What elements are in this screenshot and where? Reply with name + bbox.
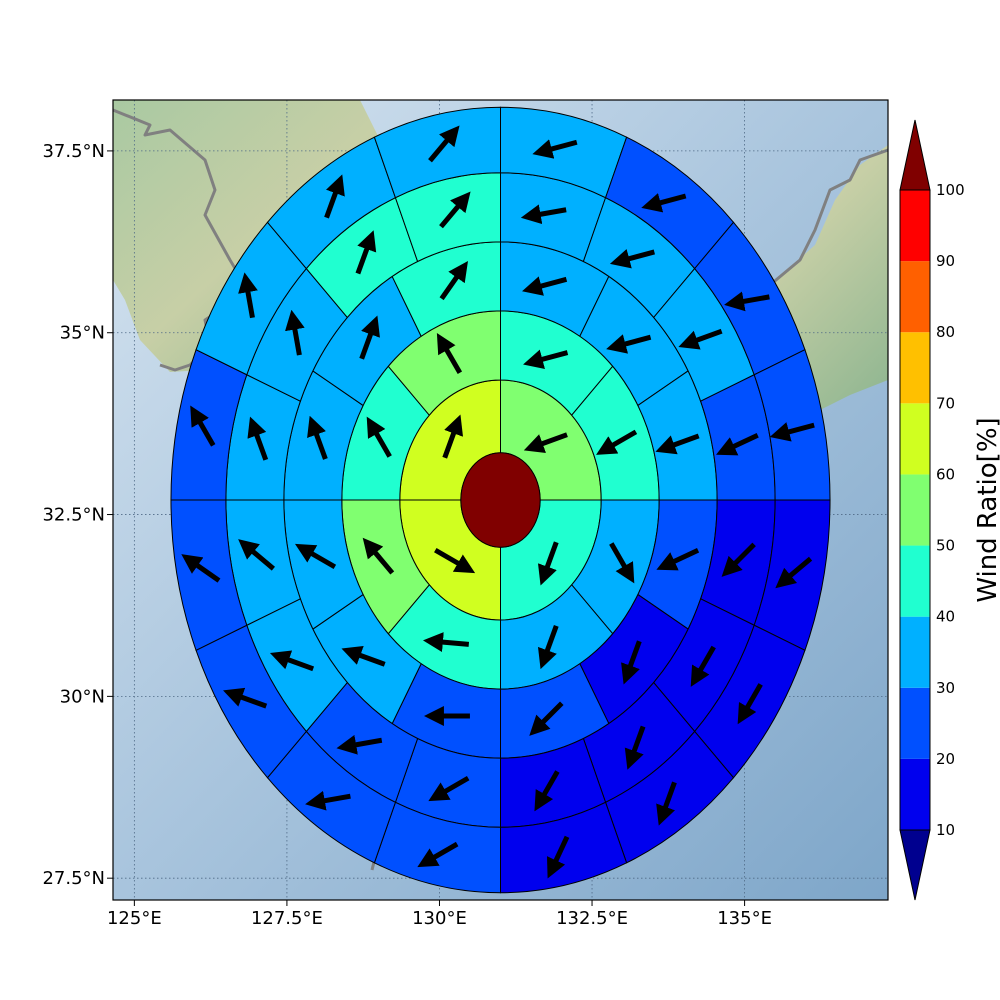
colorbar-extend-max [899,119,931,191]
wind-arrow [609,249,655,269]
colorbar-tick-label: 10 [936,821,955,839]
wind-arrow [305,790,351,811]
wind-ratio-sectors [170,106,831,894]
colorbar-tick-label: 90 [936,252,955,270]
wind-arrow [716,433,759,456]
wind-arrow [434,547,476,574]
wind-arrow [422,632,470,653]
wind-arrow [366,416,392,458]
wind-arrow [721,542,756,577]
lat-tick-label: 35°N [60,323,105,344]
colorbar-bin [900,190,930,262]
wind-arrow [596,429,638,455]
map-frame [112,99,889,901]
wind-arrow [417,841,459,868]
wind-arrow [537,541,559,586]
wind-arrow [436,332,463,375]
wind-arrow [655,433,700,455]
lon-tick-label: 125°E [107,908,162,929]
wind-arrow [428,125,460,163]
wind-arrow [546,835,570,879]
wind-arrow [359,315,380,360]
latitude-axis: 27.5°N 30°N 32.5°N 35°N 37.5°N [42,141,113,889]
wind-arrow [724,291,770,312]
wind-arrow [775,556,813,589]
wind-arrow [428,775,470,802]
wind-arrow [609,542,635,584]
colorbar-tick-label: 20 [936,750,955,768]
colorbar-label: Wind Ratio[%] [973,417,1000,602]
wind-arrow [238,539,275,571]
colorbar-bin [900,403,930,475]
wind-arrow [529,701,564,736]
wind-arrow [769,422,815,442]
wind-arrow [439,261,468,301]
lat-tick-label: 27.5°N [42,868,105,889]
wind-arrow [439,191,471,229]
colorbar-bin [900,261,930,333]
colorbar-tick-label: 60 [936,465,955,483]
wind-arrow [324,174,345,219]
colorbar-bin [900,474,930,546]
lat-tick-label: 32.5°N [42,505,105,526]
wind-arrow [534,770,560,812]
wind-arrow [307,415,328,460]
wind-arrow [362,537,395,575]
colorbar-tick-label: 100 [936,181,965,199]
lon-tick-label: 135°E [717,908,772,929]
wind-arrow [269,650,315,672]
wind-arrow [336,734,383,755]
wind-arrow [520,204,567,225]
wind-arrow [532,139,578,159]
wind-arrow [523,349,569,369]
lon-tick-label: 127.5°E [251,908,323,929]
lon-tick-label: 132.5°E [556,908,628,929]
colorbar-bin [900,616,930,688]
lon-tick-label: 130°E [412,908,467,929]
wind-arrow [624,725,646,770]
wind-arrow [190,405,216,447]
longitude-axis: 125°E 127.5°E 130°E 132.5°E 135°E [107,900,772,929]
wind-arrow [294,543,337,570]
wind-arrow [223,687,268,709]
wind-arrow [606,334,652,354]
colorbar-tick-label: 70 [936,394,955,412]
wind-arrow [678,328,723,350]
wind-arrow [442,414,464,459]
colorbar-outline [899,189,931,831]
wind-arrow [523,432,568,453]
wind-arrow [355,230,377,275]
wind-arrow [737,683,763,725]
colorbar-tick-label: 80 [936,323,955,341]
wind-arrow [537,625,559,670]
colorbar-bin [900,758,930,830]
lat-tick-label: 37.5°N [42,141,105,162]
wind-arrow [181,554,221,583]
wind-arrow [247,416,269,461]
colorbar-bin [900,687,930,759]
center-disk [460,452,541,548]
colorbar-extend-min [899,829,931,901]
colorbar: 10 20 30 40 50 60 70 80 90 100 [899,119,965,901]
colorbar-bin [900,332,930,404]
wind-arrow [285,309,305,356]
wind-arrow [341,646,386,667]
wind-arrow [238,272,258,319]
wind-arrows [181,125,815,879]
wind-arrow [621,640,642,685]
colorbar-bin [900,545,930,617]
wind-arrow [656,781,677,826]
colorbar-tick-label: 40 [936,608,955,626]
map-border [112,99,889,901]
colorbar-tick-label: 30 [936,679,955,697]
wind-arrow [656,548,700,571]
colorbar-tick-label: 50 [936,537,955,555]
wind-arrow [641,193,687,213]
wind-arrow [690,645,716,687]
wind-arrow [522,276,568,296]
lat-tick-label: 30°N [60,686,105,707]
